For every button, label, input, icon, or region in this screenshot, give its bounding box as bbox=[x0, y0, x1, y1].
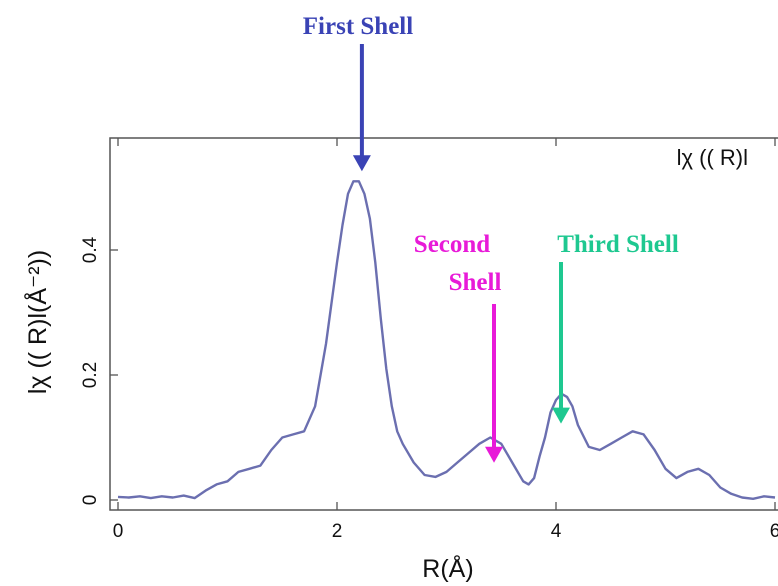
x-tick-label: 0 bbox=[113, 521, 124, 542]
x-tick-label: 2 bbox=[332, 521, 343, 542]
data-line bbox=[117, 180, 776, 500]
axis-ticks: 0 2 4 6 0 0.2 0.4 bbox=[80, 138, 778, 542]
y-tick-label: 0.2 bbox=[80, 362, 101, 388]
data-layer bbox=[117, 180, 776, 500]
first-shell-arrow-head bbox=[352, 155, 371, 172]
y-tick-label: 0 bbox=[80, 495, 101, 506]
annotation-third-shell: Third Shell bbox=[557, 231, 679, 258]
annotation-second-shell-line2: Shell bbox=[449, 269, 502, 296]
x-axis-title: R(Å) bbox=[422, 553, 473, 583]
x-tick-label: 6 bbox=[770, 521, 778, 542]
legend-label: lχ (( R)l bbox=[677, 145, 748, 170]
annotations: First Shell Second Shell Third Shell bbox=[303, 13, 679, 463]
third-shell-arrow-head bbox=[552, 407, 570, 424]
second-shell-arrow-head bbox=[485, 446, 503, 463]
annotation-second-shell-line1: Second bbox=[414, 231, 491, 258]
y-tick-label: 0.4 bbox=[80, 236, 101, 263]
annotation-first-shell: First Shell bbox=[303, 13, 413, 40]
y-axis-title: lχ (( R)l(Å⁻²)) bbox=[22, 250, 52, 394]
plot-frame bbox=[109, 137, 778, 511]
x-tick-label: 4 bbox=[551, 521, 562, 542]
